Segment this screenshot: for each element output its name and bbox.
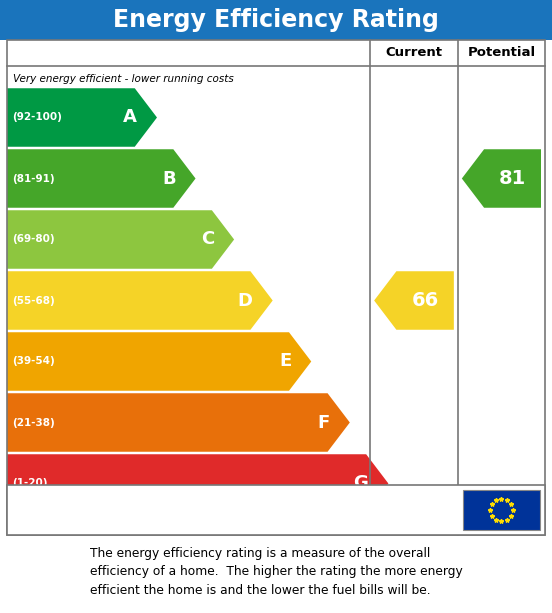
Text: Very energy efficient - lower running costs: Very energy efficient - lower running co… <box>13 74 233 84</box>
Polygon shape <box>7 394 350 452</box>
Polygon shape <box>7 149 195 208</box>
Text: D: D <box>238 292 253 310</box>
Polygon shape <box>7 271 273 330</box>
Polygon shape <box>7 454 389 512</box>
Polygon shape <box>374 271 454 330</box>
Text: C: C <box>201 230 214 248</box>
Text: (55-68): (55-68) <box>12 295 55 305</box>
Text: (21-38): (21-38) <box>12 417 55 427</box>
Bar <box>463 490 540 530</box>
Polygon shape <box>7 332 311 390</box>
Text: (1-20): (1-20) <box>12 479 47 489</box>
Text: 81: 81 <box>499 169 526 188</box>
Polygon shape <box>7 88 157 147</box>
Text: Potential: Potential <box>468 47 535 59</box>
Polygon shape <box>462 149 541 208</box>
Text: Current: Current <box>385 47 443 59</box>
Text: G: G <box>353 474 368 492</box>
Text: The energy efficiency rating is a measure of the overall
efficiency of a home.  : The energy efficiency rating is a measur… <box>89 547 463 597</box>
Text: 66: 66 <box>411 291 439 310</box>
Text: (39-54): (39-54) <box>12 357 55 367</box>
Text: E: E <box>279 352 291 370</box>
Text: (69-80): (69-80) <box>12 235 55 245</box>
Text: England & Wales: England & Wales <box>17 500 228 520</box>
Bar <box>7 40 545 535</box>
Text: A: A <box>123 109 137 126</box>
Text: Energy Efficiency Rating: Energy Efficiency Rating <box>113 8 439 32</box>
Text: F: F <box>317 414 330 432</box>
Polygon shape <box>7 210 234 268</box>
Bar <box>0 0 552 40</box>
Text: EU Directive
2002/91/EC: EU Directive 2002/91/EC <box>376 495 449 525</box>
Text: Not energy efficient - higher running costs: Not energy efficient - higher running co… <box>13 517 233 527</box>
Text: (81-91): (81-91) <box>12 173 55 183</box>
Text: B: B <box>162 170 176 188</box>
Bar <box>7 485 545 535</box>
Text: (92-100): (92-100) <box>12 113 62 123</box>
